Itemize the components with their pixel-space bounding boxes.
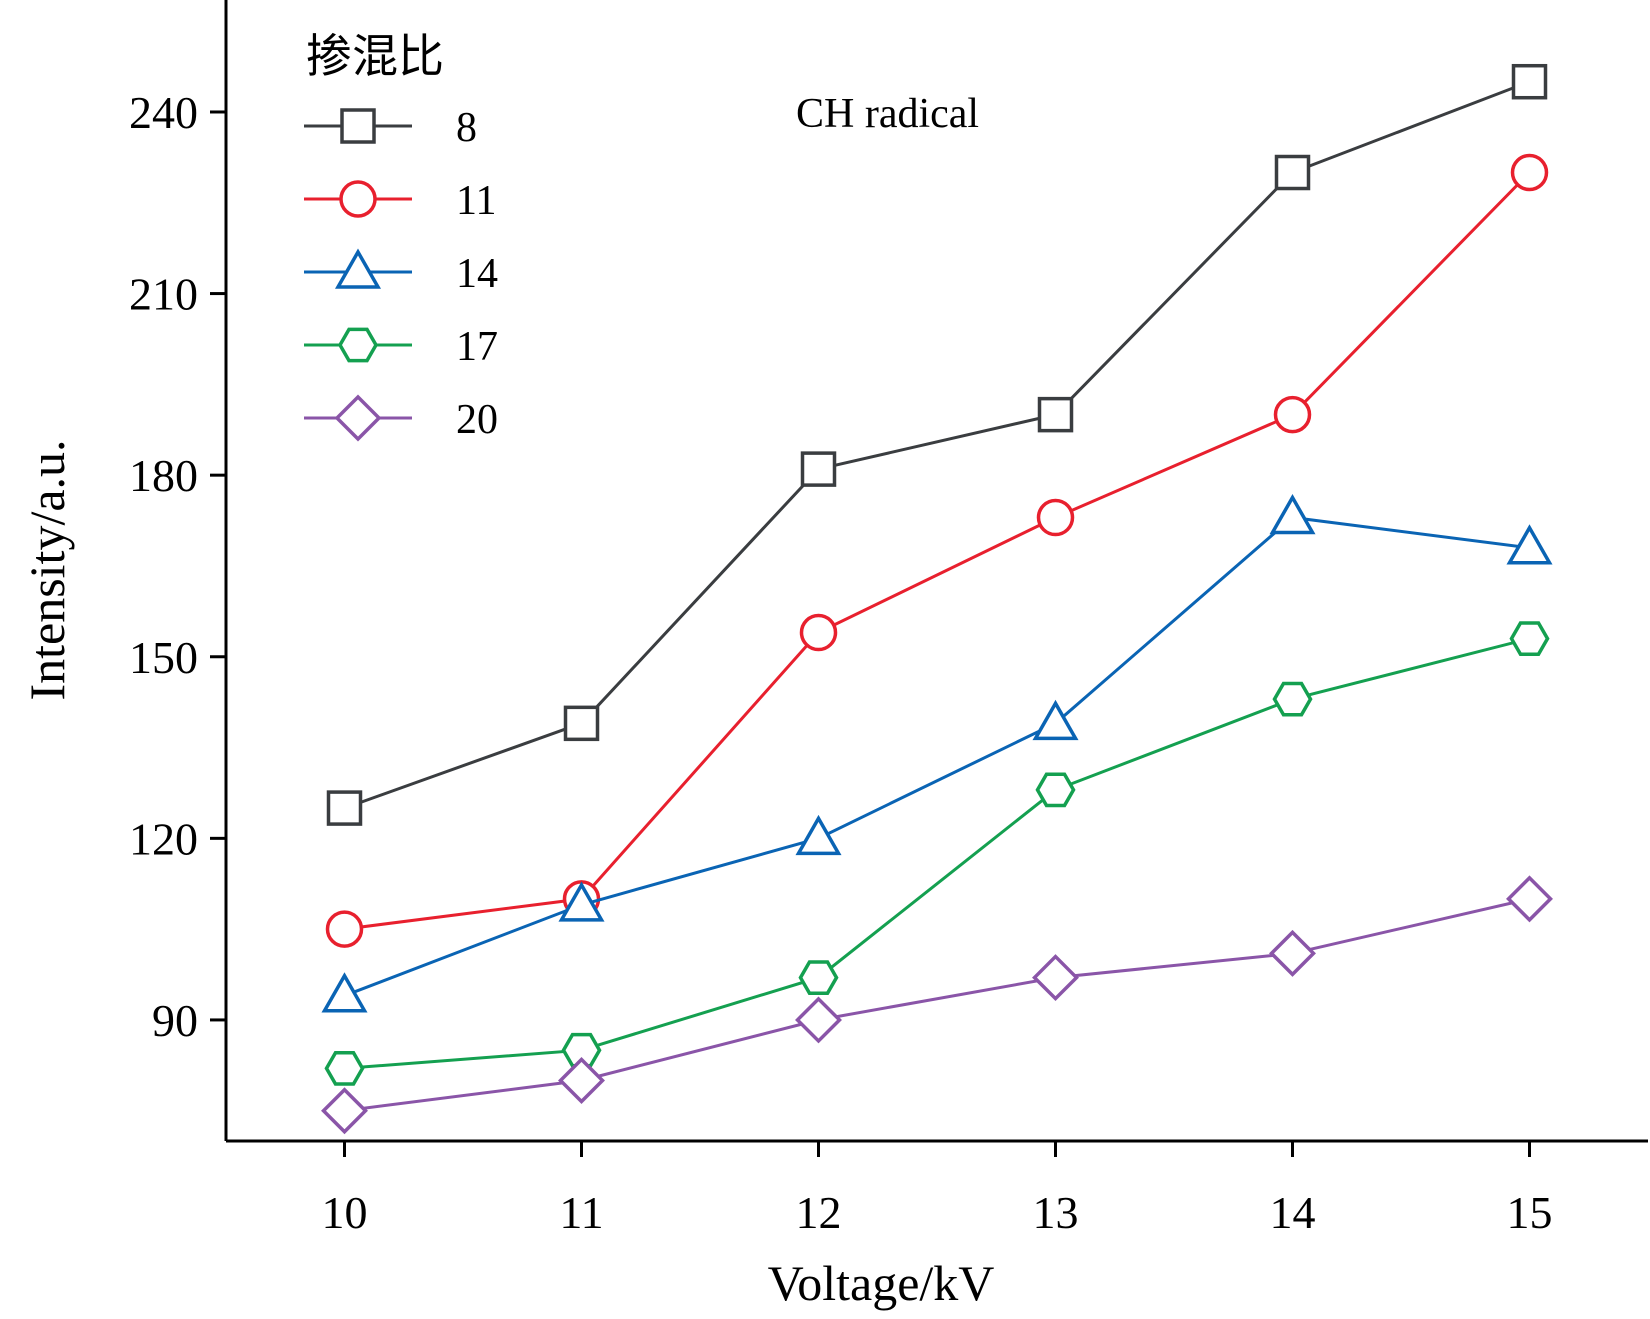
x-tick-label: 12 <box>796 1187 842 1238</box>
series-14 <box>321 494 1553 1013</box>
y-tick-label: 210 <box>129 269 198 320</box>
legend-marker <box>334 394 382 442</box>
x-tick-label: 11 <box>559 1187 603 1238</box>
legend-item: 14 <box>304 248 498 297</box>
x-tick-label: 15 <box>1507 1187 1553 1238</box>
data-point <box>558 1056 605 1104</box>
legend-label: 11 <box>456 178 496 224</box>
data-point <box>1032 699 1079 741</box>
axes: 10 11 12 13 14 15 90 120 150 180 210 240 <box>129 0 1648 1238</box>
data-point <box>799 613 838 652</box>
data-point <box>1511 63 1548 100</box>
data-point <box>795 996 842 1044</box>
data-point <box>1273 395 1312 434</box>
data-point <box>1506 875 1553 923</box>
data-point <box>563 705 600 742</box>
legend-marker <box>340 108 376 144</box>
data-point <box>800 451 837 487</box>
data-point <box>1035 772 1076 808</box>
data-point <box>325 910 364 948</box>
y-tick-label: 240 <box>129 87 198 138</box>
x-tick-label: 13 <box>1033 1187 1079 1238</box>
series-line <box>344 897 1530 1113</box>
data-point <box>324 1051 365 1086</box>
data-point <box>1509 621 1550 656</box>
legend-label: 14 <box>456 251 498 297</box>
series-line <box>343 80 1531 810</box>
series-layer <box>321 63 1553 1135</box>
data-point <box>321 1087 368 1135</box>
chart-annotation: CH radical <box>796 91 979 137</box>
series-20 <box>321 875 1553 1135</box>
legend-item: 11 <box>304 178 496 224</box>
data-point <box>561 1032 602 1068</box>
y-tick-label: 180 <box>129 450 198 501</box>
y-axis-title: Intensity/a.u. <box>19 439 75 700</box>
legend-marker <box>337 327 379 363</box>
y-tick-label: 90 <box>152 995 198 1046</box>
data-point <box>795 814 842 856</box>
data-point <box>1269 929 1316 977</box>
data-point <box>1036 498 1075 537</box>
y-tick-label: 120 <box>129 813 198 864</box>
data-point <box>1272 681 1313 717</box>
y-tick-label: 150 <box>129 632 198 683</box>
data-point <box>1274 154 1311 191</box>
legend-marker <box>334 248 382 289</box>
data-point <box>558 881 605 922</box>
data-point <box>326 790 363 826</box>
x-axis-title: Voltage/kV <box>768 1255 995 1311</box>
x-tick-label: 10 <box>322 1187 368 1238</box>
series-8 <box>326 63 1548 826</box>
legend: 掺混比 8 11 14 17 20 <box>304 29 498 443</box>
legend-item: 20 <box>304 394 498 443</box>
legend-title: 掺混比 <box>306 29 444 83</box>
data-point <box>1269 494 1316 535</box>
legend-item: 17 <box>304 324 498 370</box>
legend-label: 17 <box>456 324 498 370</box>
series-11 <box>325 153 1549 948</box>
legend-label: 20 <box>456 397 498 443</box>
series-line <box>343 515 1530 998</box>
x-tick-label: 14 <box>1270 1187 1316 1238</box>
data-point <box>1032 954 1079 1002</box>
legend-marker <box>339 180 377 218</box>
series-line <box>344 171 1531 931</box>
legend-label: 8 <box>456 105 477 151</box>
data-point <box>1506 524 1553 565</box>
series-17 <box>324 621 1550 1086</box>
legend-item: 8 <box>304 105 477 151</box>
series-line <box>344 637 1530 1070</box>
data-point <box>1037 396 1074 433</box>
data-point <box>798 960 839 995</box>
data-point <box>321 972 368 1013</box>
data-point <box>1510 153 1549 192</box>
